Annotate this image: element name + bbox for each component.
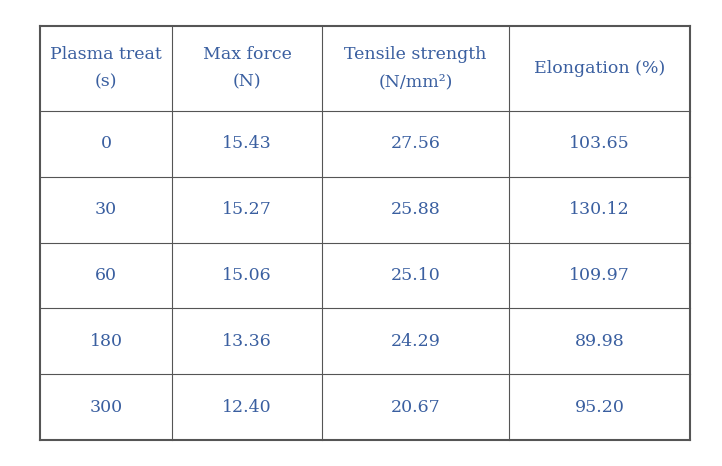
Text: 13.36: 13.36: [222, 333, 272, 350]
Text: (N): (N): [233, 74, 261, 90]
Text: 0: 0: [100, 135, 112, 152]
Text: 15.27: 15.27: [222, 201, 272, 218]
Text: 27.56: 27.56: [391, 135, 440, 152]
Text: Elongation (%): Elongation (%): [534, 60, 665, 76]
Text: 15.06: 15.06: [222, 267, 272, 284]
Text: 25.10: 25.10: [391, 267, 440, 284]
Text: 30: 30: [95, 201, 117, 218]
Text: 103.65: 103.65: [569, 135, 630, 152]
Text: 300: 300: [90, 399, 123, 416]
Text: (N/mm²): (N/mm²): [378, 74, 453, 90]
Text: 20.67: 20.67: [391, 399, 440, 416]
Text: (s): (s): [95, 74, 117, 90]
Text: Tensile strength: Tensile strength: [344, 46, 487, 62]
Text: 109.97: 109.97: [569, 267, 630, 284]
Text: 180: 180: [90, 333, 123, 350]
Text: 25.88: 25.88: [391, 201, 440, 218]
Text: 15.43: 15.43: [222, 135, 272, 152]
Text: 24.29: 24.29: [391, 333, 440, 350]
Text: Max force: Max force: [203, 46, 292, 62]
Text: 12.40: 12.40: [222, 399, 272, 416]
Text: 60: 60: [95, 267, 117, 284]
Text: 130.12: 130.12: [569, 201, 630, 218]
Text: 89.98: 89.98: [575, 333, 625, 350]
Text: Plasma treat: Plasma treat: [50, 46, 162, 62]
Text: 95.20: 95.20: [575, 399, 625, 416]
